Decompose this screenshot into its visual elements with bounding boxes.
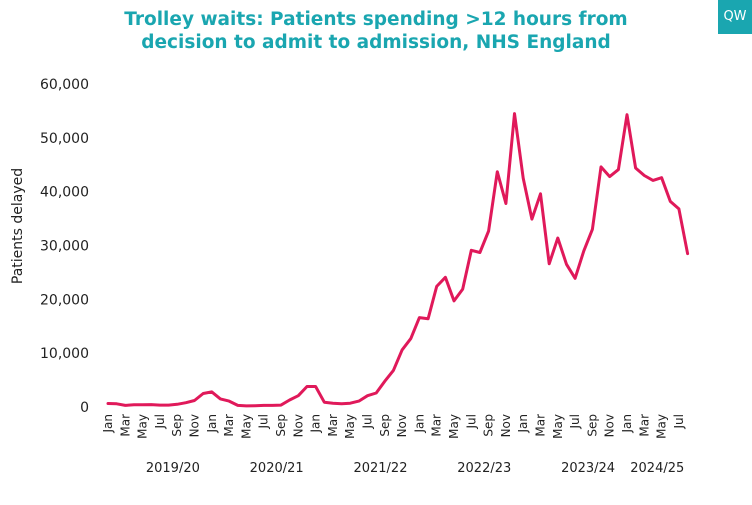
x-tick-label: Sep bbox=[585, 414, 599, 437]
y-axis-label: Patients delayed bbox=[10, 168, 26, 284]
year-labels: 2019/20 2020/21 2021/22 2022/23 2023/24 2024/… bbox=[146, 461, 684, 476]
y-tick-label: 10,000 bbox=[40, 346, 89, 362]
x-tick-label: Jul bbox=[361, 414, 375, 429]
year-label: 2021/22 bbox=[353, 461, 407, 476]
x-tick-label: May bbox=[343, 414, 357, 439]
x-tick-label: Mar bbox=[118, 414, 132, 437]
y-axis-ticks: 0 10,000 20,000 30,000 40,000 50,000 60,000 bbox=[40, 77, 89, 416]
y-tick-label: 20,000 bbox=[40, 292, 89, 308]
x-tick-label: Mar bbox=[430, 414, 444, 437]
x-tick-label: Sep bbox=[378, 414, 392, 437]
x-tick-label: Jan bbox=[101, 414, 115, 434]
chart-title-line-2: decision to admit to admission, NHS Engl… bbox=[141, 32, 611, 53]
series-line-patients-delayed bbox=[106, 112, 690, 408]
x-tick-label: May bbox=[551, 414, 565, 439]
x-tick-label: Mar bbox=[637, 414, 651, 437]
y-tick-label: 60,000 bbox=[40, 77, 89, 93]
x-tick-label: Sep bbox=[274, 414, 288, 437]
x-tick-label: Sep bbox=[482, 414, 496, 437]
x-tick-label: May bbox=[136, 414, 150, 439]
x-tick-label: May bbox=[239, 414, 253, 439]
x-tick-label: Jan bbox=[309, 414, 323, 434]
x-tick-label: May bbox=[655, 414, 669, 439]
chart-title-line-1: Trolley waits: Patients spending >12 hou… bbox=[124, 9, 628, 30]
x-tick-label: Jan bbox=[516, 414, 530, 434]
x-axis-ticks: Jan Mar May Jul Sep Nov Jan Mar May Jul Sep Nov Jan M… bbox=[101, 414, 686, 439]
x-tick-label: Jan bbox=[620, 414, 634, 434]
x-tick-label: Jul bbox=[672, 414, 686, 429]
year-label: 2024/25 bbox=[630, 461, 684, 476]
x-tick-label: Nov bbox=[499, 414, 513, 437]
x-tick-label: Jul bbox=[153, 414, 167, 429]
x-tick-label: Jan bbox=[205, 414, 219, 434]
year-label: 2022/23 bbox=[457, 461, 511, 476]
year-label: 2019/20 bbox=[146, 461, 200, 476]
x-tick-label: Mar bbox=[326, 414, 340, 437]
x-tick-label: Nov bbox=[291, 414, 305, 437]
y-tick-label: 30,000 bbox=[40, 239, 89, 255]
x-tick-label: Jan bbox=[412, 414, 426, 434]
x-tick-label: Jul bbox=[568, 414, 582, 429]
year-label: 2023/24 bbox=[561, 461, 615, 476]
qw-logo: QW bbox=[718, 0, 752, 34]
x-tick-label: Nov bbox=[603, 414, 617, 437]
chart-title: Trolley waits: Patients spending >12 hou… bbox=[60, 8, 692, 54]
x-tick-label: Jul bbox=[464, 414, 478, 429]
year-label: 2020/21 bbox=[250, 461, 304, 476]
x-tick-label: Nov bbox=[188, 414, 202, 437]
x-tick-label: Jul bbox=[257, 414, 271, 429]
y-tick-label: 40,000 bbox=[40, 185, 89, 201]
x-tick-label: Mar bbox=[222, 414, 236, 437]
x-tick-label: May bbox=[447, 414, 461, 439]
x-tick-label: Sep bbox=[170, 414, 184, 437]
y-tick-label: 0 bbox=[80, 400, 89, 416]
x-tick-label: Mar bbox=[534, 414, 548, 437]
y-tick-label: 50,000 bbox=[40, 131, 89, 147]
x-tick-label: Nov bbox=[395, 414, 409, 437]
